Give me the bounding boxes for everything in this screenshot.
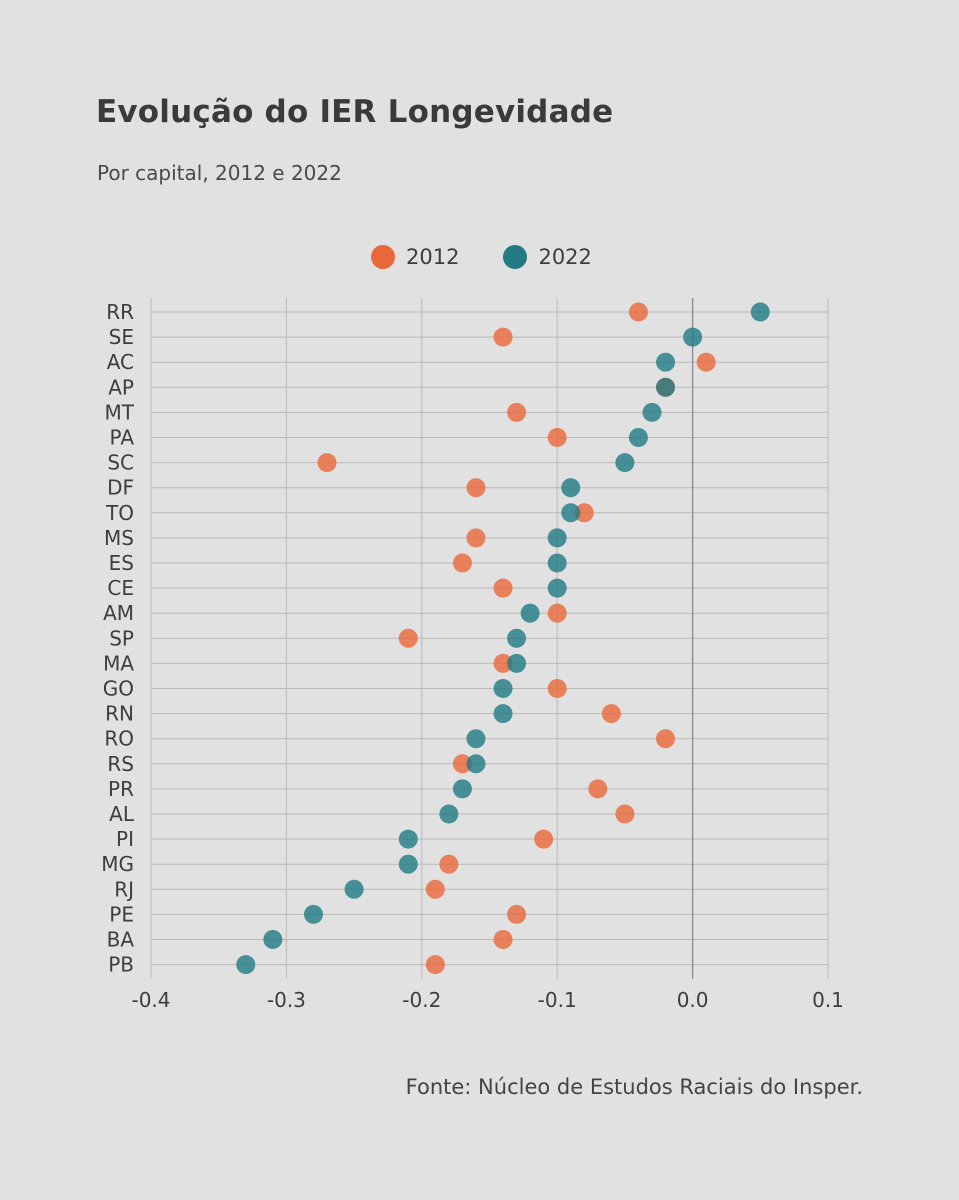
y-category-label: PI: [116, 827, 134, 851]
point-2022-pi: [398, 829, 418, 849]
point-2012-pi: [534, 829, 554, 849]
point-2012-al: [615, 804, 635, 824]
point-2022-mg: [398, 854, 418, 874]
x-tick-label: -0.3: [267, 988, 306, 1012]
y-category-label: MS: [104, 526, 134, 550]
point-2012-ms: [466, 528, 486, 548]
point-2012-rn: [601, 704, 621, 724]
point-2012-am: [547, 603, 567, 623]
point-2022-am: [520, 603, 540, 623]
point-2012-ma: [493, 653, 513, 673]
point-2022-al: [439, 804, 459, 824]
point-2022-pb: [236, 955, 256, 975]
point-2022-mt: [642, 402, 662, 422]
x-tick-label: -0.2: [402, 988, 441, 1012]
point-2012-go: [547, 679, 567, 698]
point-2022-rr: [750, 302, 770, 322]
legend-item-2022[interactable]: 2022: [503, 245, 592, 269]
point-2022-to: [561, 503, 581, 523]
point-2022-go: [493, 679, 513, 698]
point-2012-es: [452, 553, 472, 573]
point-2012-pr: [588, 779, 608, 799]
y-category-label: AM: [103, 601, 134, 625]
point-2022-sc: [615, 453, 635, 473]
y-category-label: TO: [105, 501, 134, 525]
y-category-label: RN: [105, 702, 134, 726]
y-category-label: AL: [109, 802, 135, 826]
y-category-label: RR: [106, 300, 134, 324]
point-2012-pb: [425, 955, 445, 975]
point-2022-es: [547, 553, 567, 573]
chart-subtitle: Por capital, 2012 e 2022: [97, 161, 342, 185]
point-2012-ce: [493, 578, 513, 598]
y-category-label: MT: [105, 400, 135, 424]
point-2022-ms: [547, 528, 567, 548]
legend: 2012 2022: [371, 243, 636, 271]
point-2012-sp: [398, 628, 418, 648]
legend-marker-2012: [371, 245, 395, 269]
point-2022-ro: [466, 729, 486, 749]
y-category-label: PR: [108, 777, 134, 801]
y-category-label: DF: [107, 476, 134, 500]
legend-label-2022: 2022: [538, 245, 592, 269]
y-category-label: PB: [108, 953, 134, 977]
point-2012-se: [493, 327, 513, 347]
y-category-label: SP: [109, 626, 134, 650]
point-2022-sp: [507, 628, 527, 648]
x-tick-label: 0.1: [812, 988, 844, 1012]
point-2012-to: [574, 503, 594, 523]
y-category-label: PE: [109, 902, 134, 926]
point-2022-pa: [628, 428, 648, 447]
point-2022-ma: [507, 653, 527, 673]
point-2012-ro: [656, 729, 676, 749]
legend-marker-2022: [503, 245, 528, 269]
point-2012-sc: [317, 453, 337, 473]
point-2022-se: [683, 327, 703, 347]
y-category-label: BA: [107, 928, 135, 952]
x-tick-label: -0.1: [538, 988, 577, 1012]
legend-label-2012: 2012: [406, 245, 460, 269]
y-category-label: ES: [109, 551, 134, 575]
point-2012-pa: [547, 428, 567, 447]
point-2022-ce: [547, 578, 567, 598]
point-2022-pr: [452, 779, 472, 799]
point-2012-ac: [696, 352, 716, 372]
point-2012-mg: [439, 854, 459, 874]
y-category-label: RJ: [114, 877, 134, 901]
source-note: Fonte: Núcleo de Estudos Raciais do Insp…: [405, 1075, 863, 1099]
point-2012-ba: [493, 930, 513, 949]
point-2012-mt: [507, 402, 527, 422]
point-2022-pe: [303, 904, 323, 924]
point-2022-ap: [656, 377, 676, 397]
x-tick-label: -0.4: [131, 988, 170, 1012]
point-2012-pe: [507, 904, 527, 924]
y-category-label: GO: [103, 677, 134, 701]
y-category-label: MG: [101, 852, 134, 876]
point-2012-rr: [628, 302, 648, 322]
y-category-label: MA: [103, 651, 134, 675]
y-category-label: RS: [107, 752, 134, 776]
point-2022-rj: [344, 879, 364, 899]
point-2022-ba: [263, 930, 283, 949]
y-category-label: SC: [107, 451, 134, 475]
point-2012-rj: [425, 879, 445, 899]
y-category-label: CE: [107, 576, 134, 600]
y-category-label: AP: [108, 375, 134, 399]
y-category-label: PA: [110, 426, 135, 450]
point-2012-df: [466, 478, 486, 498]
point-2022-rn: [493, 704, 513, 724]
legend-item-2012[interactable]: 2012: [371, 245, 459, 269]
x-tick-label: 0.0: [677, 988, 709, 1012]
point-2022-df: [561, 478, 581, 498]
y-category-label: RO: [104, 727, 134, 751]
point-2022-rs: [466, 754, 486, 774]
point-2012-rs: [452, 754, 472, 774]
point-2022-ac: [656, 352, 676, 372]
y-category-label: SE: [109, 325, 134, 349]
chart-title: Evolução do IER Longevidade: [96, 94, 614, 130]
y-category-label: AC: [107, 350, 134, 374]
